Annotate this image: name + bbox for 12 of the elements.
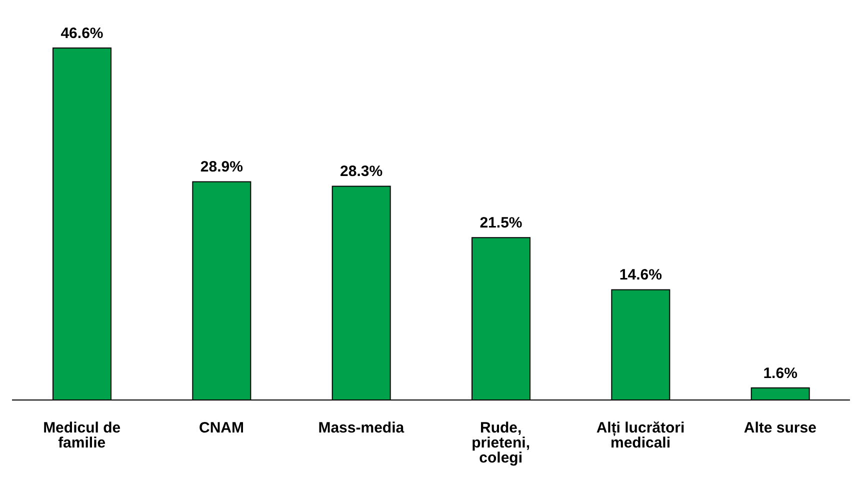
x-tick-label: CNAM (199, 420, 244, 437)
x-tick-label: Rude, prieteni, colegi (472, 420, 530, 467)
data-label: 28.3% (340, 163, 383, 180)
data-label: 1.6% (763, 364, 798, 382)
x-tick-label: Mass-media (318, 420, 405, 437)
data-label: 21.5% (480, 214, 522, 232)
x-tick-label: Medicul de familie (43, 420, 121, 452)
x-tick-label: Alte surse (744, 420, 816, 437)
data-label: 46.6% (60, 25, 104, 42)
x-tick-label: Alți lucrători medicali (596, 420, 685, 452)
data-label: 14.6% (619, 266, 662, 284)
data-label: 28.9% (200, 158, 243, 176)
